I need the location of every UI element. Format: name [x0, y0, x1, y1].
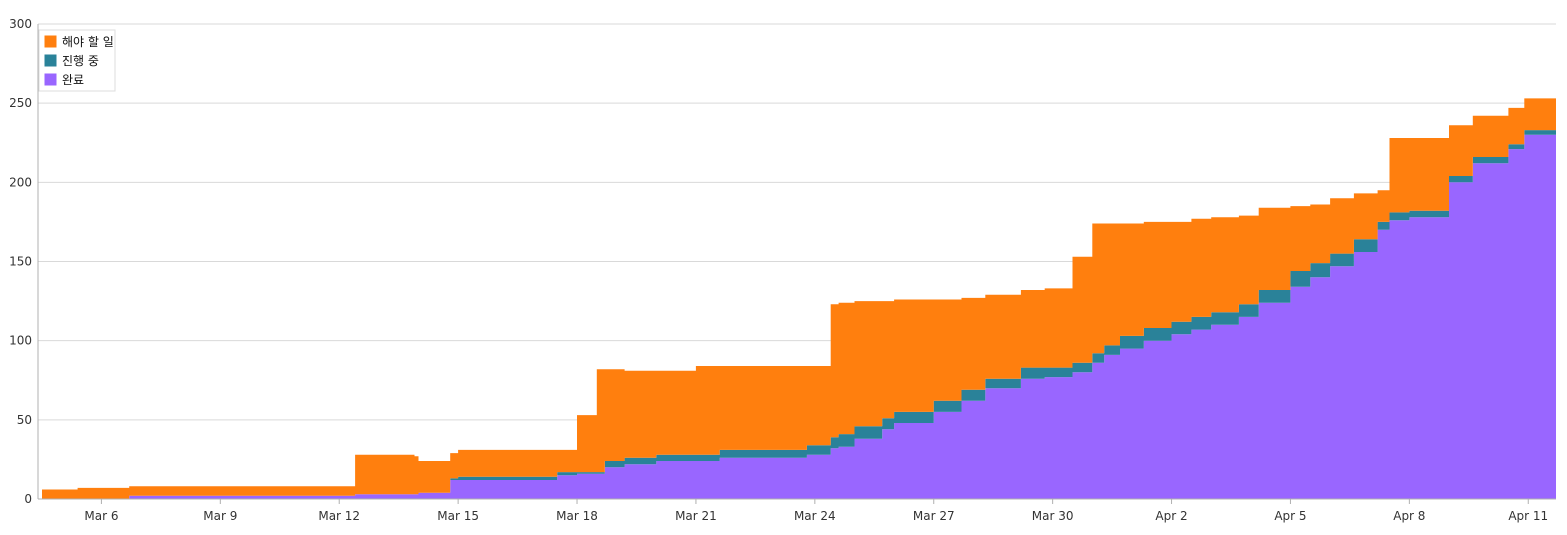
x-tick-label: Mar 18: [556, 509, 598, 523]
axes: [37, 24, 1556, 500]
legend-label: 완료: [62, 73, 84, 87]
x-tick-label: Mar 24: [794, 509, 836, 523]
legend-swatch: [43, 72, 58, 87]
x-tick-label: Apr 11: [1508, 509, 1548, 523]
series-area-2: [42, 96, 1556, 500]
x-tick-label: Apr 2: [1155, 509, 1187, 523]
x-tick-label: Mar 21: [675, 509, 717, 523]
x-axis-ticks: Mar 6 Mar 9 Mar 12 Mar 15 Mar 18 Mar 21 Mar 24…: [84, 499, 1548, 523]
x-tick-label: Mar 6: [84, 509, 118, 523]
y-axis-ticks: 0 50 100 150 200 250 300: [9, 17, 32, 506]
stacked-areas: [42, 96, 1556, 500]
x-tick-label: Apr 5: [1274, 509, 1306, 523]
x-tick-label: Mar 15: [437, 509, 479, 523]
y-tick-label: 200: [9, 175, 32, 189]
y-tick-label: 150: [9, 255, 32, 269]
series-area-1: [42, 114, 1556, 500]
legend-swatch: [43, 53, 58, 68]
series-area-0: [42, 119, 1556, 499]
x-tick-label: Mar 9: [203, 509, 237, 523]
legend-label: 진행 중: [62, 53, 99, 68]
y-tick-label: 100: [9, 334, 32, 348]
legend-label: 해야 할 일: [62, 35, 114, 49]
x-tick-label: Mar 12: [318, 509, 360, 523]
y-tick-label: 250: [9, 96, 32, 110]
y-tick-label: 0: [24, 492, 32, 506]
y-tick-label: 50: [17, 413, 32, 427]
x-tick-label: Mar 27: [913, 509, 955, 523]
y-tick-label: 300: [9, 17, 32, 31]
x-tick-label: Apr 8: [1393, 509, 1425, 523]
x-tick-label: Mar 30: [1032, 509, 1074, 523]
legend-swatch: [43, 34, 58, 49]
legend: 해야 할 일진행 중완료: [38, 29, 116, 92]
